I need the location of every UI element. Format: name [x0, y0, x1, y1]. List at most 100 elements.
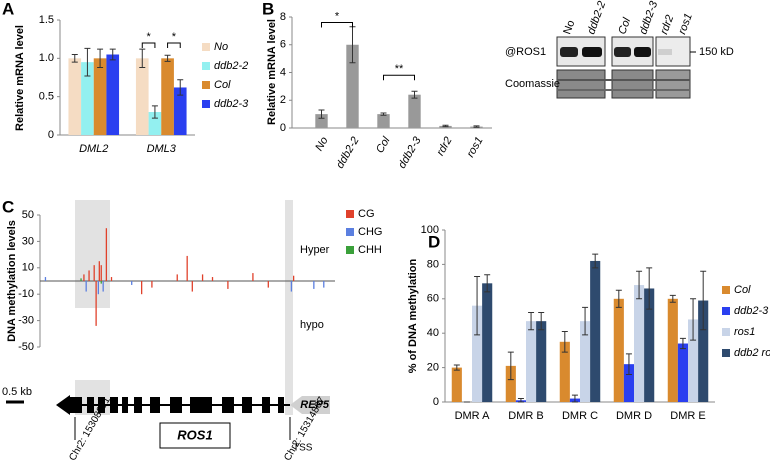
error-bar — [615, 289, 622, 308]
error-bar — [453, 364, 460, 371]
legend-label: ddb2-3 — [734, 305, 769, 317]
y-tick-label: 80 — [427, 258, 439, 270]
legend-label: ddb2-3 — [214, 98, 249, 110]
neighbor-label: REP5 — [300, 399, 330, 411]
bar — [667, 298, 678, 402]
legend-swatch — [202, 100, 210, 108]
bar — [451, 367, 462, 402]
legend-swatch — [722, 349, 730, 357]
bar — [505, 365, 516, 402]
panel-label: B — [262, 0, 274, 18]
bar — [106, 54, 120, 135]
bar — [623, 364, 634, 402]
error-bar — [71, 54, 78, 63]
x-tick-label: DML2 — [79, 143, 108, 155]
annotation: hypo — [300, 319, 324, 331]
legend-swatch — [346, 228, 354, 236]
bar — [148, 112, 162, 135]
x-tick-label: DMR A — [455, 410, 491, 422]
exon — [170, 397, 182, 413]
bracket — [383, 74, 415, 81]
y-tick-label: 0.5 — [39, 91, 54, 103]
y-tick-label: 60 — [427, 293, 439, 305]
legend-swatch — [202, 43, 210, 51]
error-bar — [109, 48, 116, 61]
y-tick-label: 30 — [22, 235, 34, 247]
x-tick-label: rdr2 — [434, 135, 454, 158]
legend-label: ddb2-2 — [214, 60, 248, 72]
error-bar — [690, 298, 697, 341]
error-bar — [164, 54, 171, 62]
x-tick-label: ros1 — [465, 135, 486, 160]
legend-label: ddb2 ros1 — [734, 347, 770, 359]
legend-label: Col — [734, 284, 751, 296]
blot-band — [658, 49, 672, 55]
bar — [634, 285, 645, 402]
y-axis-label: Relative mRNA level — [266, 19, 278, 125]
exon — [222, 397, 234, 413]
bar — [590, 260, 601, 402]
error-bar — [473, 125, 480, 128]
annotation: * — [146, 31, 151, 43]
gene-arrow — [56, 395, 70, 415]
legend-swatch — [202, 62, 210, 70]
bar — [536, 321, 547, 402]
exon — [134, 397, 142, 413]
y-tick-label: 0 — [433, 396, 439, 408]
bar — [135, 58, 149, 136]
bar — [377, 114, 390, 128]
y-tick-label: 50 — [22, 209, 34, 221]
bar — [408, 94, 421, 128]
blot-frame — [556, 69, 606, 99]
error-bar — [517, 398, 524, 403]
exon — [278, 397, 284, 413]
highlight — [75, 200, 110, 308]
bar — [68, 58, 82, 136]
bracket — [167, 42, 181, 48]
y-tick-label: 0 — [280, 122, 286, 134]
gene-box — [159, 422, 231, 449]
y-axis-label: DNA methylation levels — [6, 220, 18, 342]
bar — [526, 321, 537, 402]
legend-swatch — [202, 81, 210, 89]
lane-label: ddb2-2 — [585, 0, 608, 36]
exon — [110, 397, 118, 413]
y-tick-label: 100 — [421, 224, 439, 236]
legend-label: CG — [358, 208, 375, 220]
lane-label: No — [561, 19, 577, 36]
x-tick-label: DMR C — [562, 410, 598, 422]
legend-swatch — [722, 286, 730, 294]
x-tick-label: ddb2-3 — [396, 134, 424, 170]
exon — [70, 397, 82, 413]
y-tick-label: 10 — [22, 262, 34, 274]
scale-label: 0.5 kb — [2, 386, 32, 398]
x-tick-label: DML3 — [147, 143, 177, 155]
marker-label: 150 kD — [699, 46, 734, 58]
panel-label: C — [2, 197, 14, 216]
y-tick-label: 0 — [48, 129, 54, 141]
highlight — [285, 200, 293, 415]
x-tick-label: DMR E — [670, 410, 705, 422]
bar — [315, 114, 328, 128]
bracket — [321, 22, 353, 28]
bar — [644, 288, 655, 402]
bar — [472, 305, 483, 402]
annotation: ** — [395, 63, 404, 75]
y-axis-label: Relative mRNA level — [14, 25, 26, 131]
bar — [173, 87, 187, 135]
bracket — [141, 42, 156, 48]
annotation: * — [335, 10, 340, 22]
blot-band — [560, 47, 578, 57]
y-tick-label: 40 — [427, 327, 439, 339]
lane-label: ros1 — [676, 12, 695, 36]
legend-label: Col — [214, 79, 231, 91]
blot-band — [614, 47, 631, 57]
bar — [677, 343, 688, 402]
bar — [161, 58, 174, 136]
y-tick-label: -30 — [18, 315, 34, 327]
error-bar — [484, 274, 491, 293]
legend-label: No — [214, 41, 228, 53]
legend-swatch — [346, 246, 354, 254]
bar — [482, 283, 493, 402]
y-tick-label: 2 — [280, 94, 286, 106]
